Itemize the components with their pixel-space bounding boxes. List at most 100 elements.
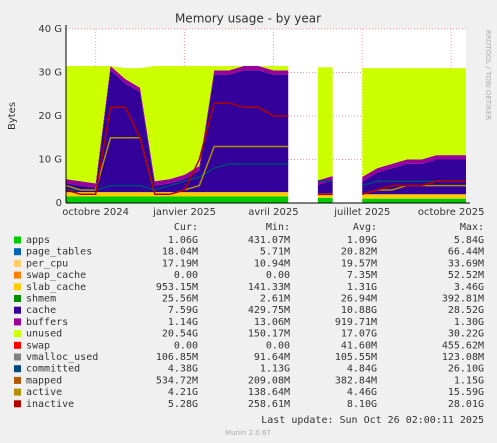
y-axis-label: Bytes — [7, 102, 18, 130]
line — [66, 163, 289, 191]
y-tick-label: 0 — [56, 198, 62, 209]
legend-value: 953.15M — [156, 282, 198, 293]
legend-swatch — [14, 236, 21, 244]
legend-value: 28.52G — [448, 305, 484, 316]
legend-value: 17.07G — [341, 329, 377, 340]
legend-value: 26.10G — [448, 364, 484, 375]
legend-swatch — [14, 388, 21, 396]
legend-value: 1.31G — [347, 282, 377, 293]
legend-value: 141.33M — [248, 282, 290, 293]
area — [317, 176, 333, 185]
legend-swatch — [14, 365, 21, 373]
legend-value: 5.28G — [168, 399, 198, 410]
legend-value: 7.35M — [347, 270, 377, 281]
legend-value: 17.19M — [162, 258, 198, 269]
legend-value: 52.52M — [448, 270, 484, 281]
legend-value: 258.61M — [248, 399, 290, 410]
legend-value: 7.59G — [168, 305, 198, 316]
legend-value: 26.94M — [341, 294, 377, 305]
legend-label: cache — [26, 305, 56, 316]
legend-value: 33.69M — [448, 258, 484, 269]
legend-value: 429.75M — [248, 305, 290, 316]
legend-value: 19.57M — [341, 258, 377, 269]
legend-value: 1.09G — [347, 235, 377, 246]
area — [317, 197, 333, 203]
legend-value: 123.08M — [442, 352, 484, 363]
legend-value: 0.00 — [174, 270, 198, 281]
x-tick-label: avril 2025 — [248, 207, 298, 218]
legend-header: Max: — [460, 222, 484, 233]
legend-value: 13.06M — [254, 317, 290, 328]
legend-swatch — [14, 306, 21, 314]
legend-value: 18.04M — [162, 247, 198, 258]
legend-value: 1.13G — [260, 364, 290, 375]
last-update: Last update: Sun Oct 26 02:00:11 2025 — [261, 415, 484, 426]
legend-label: inactive — [26, 399, 74, 410]
y-tick-label: 30 G — [38, 68, 62, 79]
legend-value: 28.01G — [448, 399, 484, 410]
legend-value: 106.85M — [156, 352, 198, 363]
legend-value: 382.84M — [335, 375, 377, 386]
x-tick-label: janvier 2025 — [152, 207, 216, 218]
area — [362, 155, 466, 182]
legend-value: 138.64M — [248, 387, 290, 398]
legend-swatch — [14, 259, 21, 267]
footer: Munin 2.0.67 — [225, 429, 271, 437]
legend-value: 10.94M — [254, 258, 290, 269]
legend-swatch — [14, 376, 21, 384]
legend-value: 2.61M — [260, 294, 290, 305]
area — [362, 68, 466, 177]
legend-swatch — [14, 248, 21, 256]
legend-label: shmem — [26, 294, 56, 305]
legend-value: 1.15G — [454, 375, 484, 386]
legend-value: 15.59G — [448, 387, 484, 398]
legend-header: Min: — [266, 222, 290, 233]
legend-value: 0.00 — [174, 340, 198, 351]
legend-label: page_tables — [26, 247, 92, 258]
legend-value: 919.71M — [335, 317, 377, 328]
legend-value: 5.71M — [260, 247, 290, 258]
legend-value: 0.00 — [266, 270, 290, 281]
legend-value: 91.64M — [254, 352, 290, 363]
legend-label: committed — [26, 364, 80, 375]
legend-value: 392.81M — [442, 294, 484, 305]
legend-value: 209.08M — [248, 375, 290, 386]
legend-value: 4.46G — [347, 387, 377, 398]
legend-swatch — [14, 341, 21, 349]
legend-label: active — [26, 387, 62, 398]
legend-value: 105.55M — [335, 352, 377, 363]
legend-value: 30.22G — [448, 329, 484, 340]
legend-swatch — [14, 353, 21, 361]
legend-value: 455.62M — [442, 340, 484, 351]
area — [362, 198, 466, 203]
legend-swatch — [14, 295, 21, 302]
legend-value: 1.14G — [168, 317, 198, 328]
area — [362, 194, 466, 199]
legend-value: 4.21G — [168, 387, 198, 398]
legend-value: 4.38G — [168, 364, 198, 375]
area — [317, 180, 333, 194]
legend-swatch — [14, 283, 21, 291]
line — [362, 180, 466, 196]
legend-value: 1.30G — [454, 317, 484, 328]
legend-label: unused — [26, 329, 62, 340]
legend-value: 534.72M — [156, 375, 198, 386]
legend-value: 4.84G — [347, 364, 377, 375]
legend-swatch — [14, 330, 21, 338]
y-tick-label: 10 G — [38, 155, 62, 166]
legend-header: Avg: — [353, 222, 377, 233]
legend-label: mapped — [26, 375, 62, 386]
legend-value: 8.10G — [347, 399, 377, 410]
legend-header: Cur: — [174, 222, 198, 233]
legend-label: buffers — [26, 317, 68, 328]
legend-label: vmalloc_used — [26, 352, 98, 363]
legend-value: 20.82M — [341, 247, 377, 258]
legend-label: swap_cache — [26, 270, 86, 281]
y-tick-label: 40 G — [38, 24, 62, 35]
legend-value: 0.00 — [266, 340, 290, 351]
area — [66, 192, 289, 197]
chart-title: Memory usage - by year — [175, 12, 321, 26]
legend-value: 3.46G — [454, 282, 484, 293]
